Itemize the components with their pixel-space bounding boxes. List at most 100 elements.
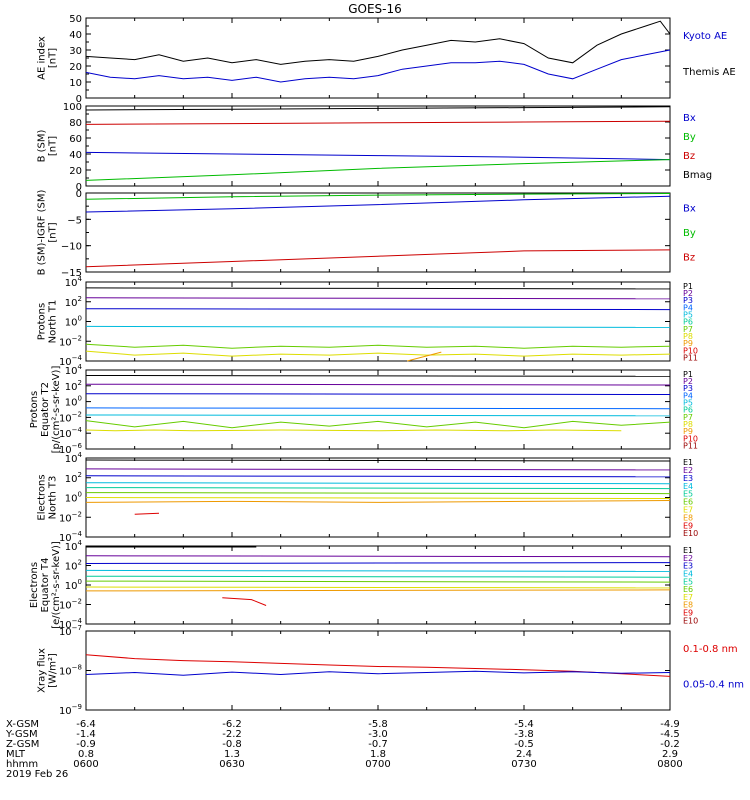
x-axis-table: X-GSM -6.4 -6.2 -5.8 -5.4 -4.9 Y-GSM -1.4 -2.2 -3…	[5, 719, 683, 780]
y-tick-label: 10−2	[59, 410, 82, 424]
y-axis-label: Electrons	[29, 562, 40, 608]
legend-p11: P11	[683, 442, 698, 451]
panel-frame	[85, 630, 671, 711]
legend-e8: E8	[683, 513, 693, 522]
panel-2: 0 20 40 60 80 100 B (SM) [nT] Bx By Bz Bmag	[37, 102, 713, 193]
y-tick-label: 10−7	[59, 624, 82, 638]
legend-e9: E9	[683, 521, 693, 530]
y-tick-label: 104	[65, 451, 83, 465]
series-line-bx	[85, 151, 671, 161]
y-axis-label: [e/(cm²-s-sr-keV)]	[51, 541, 62, 629]
legend-e5: E5	[683, 490, 693, 499]
legend-bz: Bz	[683, 151, 695, 162]
legend-e9: E9	[683, 608, 693, 617]
series-line-p5	[85, 414, 671, 417]
legend-p3: P3	[683, 384, 693, 393]
series-line-p2	[85, 383, 671, 386]
legend-p10: P10	[683, 434, 698, 443]
legend-p11: P11	[683, 354, 698, 363]
panel-8: 10−9 10−8 10−7 Xray flux [W/m²] 0.1-0.8 nm 0.0…	[37, 624, 745, 717]
y-tick-label: 10−9	[59, 703, 82, 717]
legend-0-05-0-4-nm: 0.05-0.4 nm	[683, 679, 744, 690]
series-line-0-1-0-8-nm	[85, 654, 671, 677]
y-tick-label: 40	[69, 30, 82, 41]
series-line-0-05-0-4-nm	[85, 670, 671, 676]
x-row-value: 0600	[73, 759, 98, 770]
y-tick-label: 60	[69, 134, 82, 145]
x-row-value: 0.8	[78, 749, 94, 760]
legend-bx: Bx	[683, 113, 696, 124]
y-tick-label: 10−2	[59, 598, 82, 612]
series-line-by	[85, 193, 671, 200]
legend-bmag: Bmag	[683, 170, 712, 181]
series-line-e6	[85, 580, 671, 583]
legend-p1: P1	[683, 370, 693, 379]
y-axis-label: [nT]	[48, 222, 59, 242]
panel-frame	[85, 281, 671, 362]
y-axis-label: [p/(cm²-s-sr-keV)]	[51, 366, 62, 454]
y-axis-label: [nT]	[48, 48, 59, 68]
panel-1: 0 10 20 30 40 50 AE index [nT] Kyoto AE Themis AE	[37, 14, 736, 105]
series-line-e9	[134, 512, 160, 515]
y-tick-label: 0	[76, 189, 82, 200]
legend-0-1-0-8-nm: 0.1-0.8 nm	[683, 644, 738, 655]
legend-e6: E6	[683, 585, 693, 594]
y-tick-label: 10	[69, 78, 82, 89]
panel-frame	[85, 369, 671, 450]
legend-e3: E3	[683, 562, 693, 571]
legend-e8: E8	[683, 601, 693, 610]
y-tick-label: 0	[76, 182, 82, 193]
x-row-value: -5.4	[514, 719, 534, 730]
legend-by: By	[683, 228, 696, 239]
y-tick-label: 102	[65, 471, 82, 485]
plot-title: GOES-16	[348, 2, 402, 16]
y-tick-label: 20	[69, 166, 82, 177]
legend-p3: P3	[683, 296, 693, 305]
y-axis-label: North T3	[48, 476, 59, 520]
series-line-e2	[85, 555, 671, 558]
series-line-p3	[85, 393, 671, 395]
legend-e2: E2	[683, 466, 693, 475]
y-axis-label: [nT]	[48, 136, 59, 156]
x-row-value: -1.4	[76, 729, 96, 740]
legend-e10: E10	[683, 616, 698, 625]
legend-e1: E1	[683, 546, 693, 555]
x-row-label: X-GSM	[6, 719, 39, 730]
y-tick-label: 40	[69, 150, 82, 161]
x-row-value: 2.9	[662, 749, 678, 760]
legend-by: By	[683, 132, 696, 143]
series-line-p1	[85, 287, 671, 290]
x-row-label: Y-GSM	[5, 729, 38, 740]
legend-e10: E10	[683, 529, 698, 538]
panel-4: 10−4 10−2 100 102 104 Protons North T1 P1P2P3P4…	[37, 275, 699, 368]
legend-e7: E7	[683, 593, 693, 602]
y-tick-label: −5	[67, 215, 82, 226]
y-tick-label: 10−4	[59, 426, 83, 440]
y-axis-label: Equator T4	[40, 558, 51, 613]
series-line-kyoto-ae	[85, 49, 671, 83]
x-row-value: -5.8	[368, 719, 388, 730]
x-row-label: MLT	[6, 749, 26, 760]
x-row-value: -0.7	[368, 739, 388, 750]
y-tick-label: 10−4	[59, 530, 83, 544]
series-line-p7	[85, 420, 671, 429]
y-tick-label: 102	[65, 379, 82, 393]
panel-3: −15 −10 −5 0 B (SM)-IGRF (SM) [nT] Bx By Bz	[37, 189, 696, 279]
legend-p2: P2	[683, 377, 693, 386]
date-label: 2019 Feb 26	[6, 769, 68, 780]
y-axis-label: Protons	[37, 303, 48, 340]
y-tick-label: 80	[69, 118, 82, 129]
y-axis-label: AE index	[37, 36, 48, 80]
x-row-value: -0.8	[222, 739, 242, 750]
y-tick-label: 10−4	[59, 617, 83, 631]
legend-p7: P7	[683, 325, 693, 334]
x-row-value: 2.4	[516, 749, 532, 760]
y-axis-label: B (SM)-IGRF (SM)	[37, 190, 48, 276]
x-row-value: 0630	[219, 759, 244, 770]
panel-7: 10−4 10−2 100 102 104 Electrons Equator T4 [e/(…	[29, 539, 698, 631]
y-tick-label: 100	[65, 491, 82, 505]
series-line-p4	[85, 407, 671, 410]
